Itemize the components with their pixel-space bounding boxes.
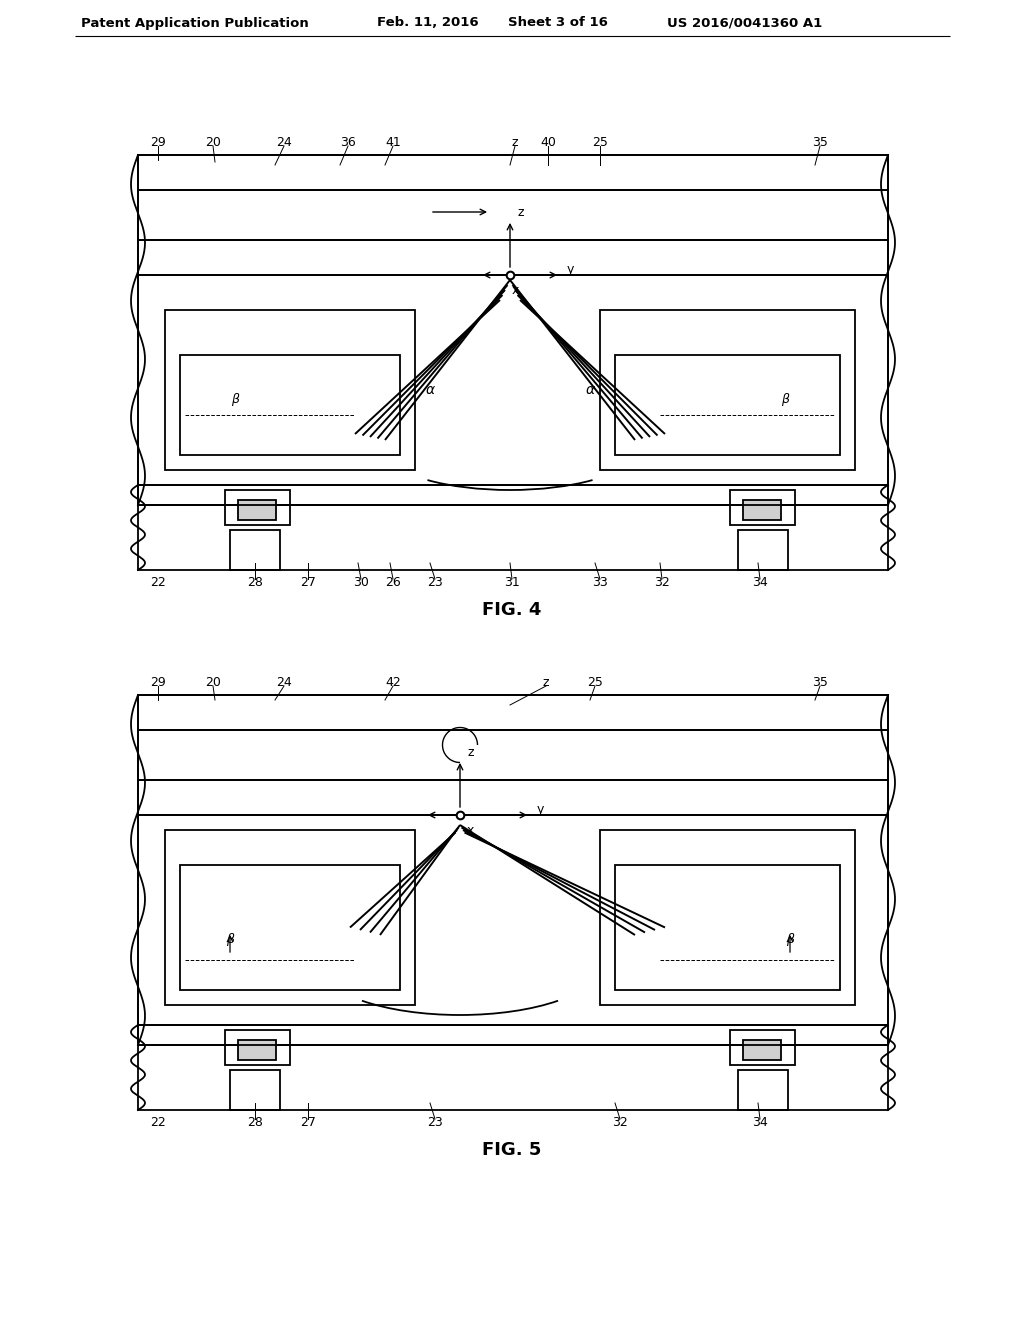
Bar (138, 275, 888, 484)
Bar (730, 1030, 795, 1065)
Text: 31: 31 (504, 577, 520, 590)
Bar (238, 500, 276, 520)
Bar (738, 1071, 788, 1110)
Bar (743, 500, 781, 520)
Bar (230, 1071, 280, 1110)
Text: 25: 25 (592, 136, 608, 149)
Text: x: x (511, 284, 519, 297)
Text: 20: 20 (205, 136, 221, 149)
Text: 28: 28 (247, 1117, 263, 1130)
Text: US 2016/0041360 A1: US 2016/0041360 A1 (668, 16, 822, 29)
Text: 26: 26 (385, 577, 400, 590)
Bar (230, 531, 280, 570)
Text: 22: 22 (151, 577, 166, 590)
Bar (138, 730, 888, 780)
Text: Feb. 11, 2016: Feb. 11, 2016 (377, 16, 479, 29)
Text: 32: 32 (612, 1117, 628, 1130)
Bar (615, 355, 840, 455)
Text: z: z (512, 136, 518, 149)
Text: 20: 20 (205, 676, 221, 689)
Bar (138, 190, 888, 240)
Text: β: β (226, 933, 234, 946)
Text: β: β (781, 393, 790, 407)
Text: 35: 35 (812, 676, 828, 689)
Bar (138, 1045, 888, 1110)
Text: 24: 24 (276, 676, 292, 689)
Bar (138, 814, 888, 1026)
Text: x: x (466, 824, 474, 837)
Text: Sheet 3 of 16: Sheet 3 of 16 (508, 16, 608, 29)
Text: Patent Application Publication: Patent Application Publication (81, 16, 309, 29)
Bar (225, 1030, 290, 1065)
Text: 42: 42 (385, 676, 400, 689)
Text: β: β (231, 393, 239, 407)
Text: 29: 29 (151, 676, 166, 689)
Text: 34: 34 (752, 577, 768, 590)
Bar (165, 310, 415, 470)
Bar (615, 865, 840, 990)
Text: FIG. 4: FIG. 4 (482, 601, 542, 619)
Bar (138, 1026, 888, 1045)
Text: 35: 35 (812, 136, 828, 149)
Text: 40: 40 (540, 136, 556, 149)
Text: z: z (518, 206, 524, 219)
Bar (738, 531, 788, 570)
Text: 25: 25 (587, 676, 603, 689)
Text: 23: 23 (427, 1117, 442, 1130)
Bar (730, 490, 795, 525)
Text: 32: 32 (654, 577, 670, 590)
Text: 36: 36 (340, 136, 356, 149)
Text: 24: 24 (276, 136, 292, 149)
Text: y: y (566, 264, 573, 276)
Text: 30: 30 (353, 577, 369, 590)
Text: α: α (586, 383, 595, 397)
Text: 33: 33 (592, 577, 608, 590)
Text: z: z (468, 746, 474, 759)
Text: 34: 34 (752, 1117, 768, 1130)
Text: y: y (537, 804, 544, 817)
Bar (600, 310, 855, 470)
Text: 28: 28 (247, 577, 263, 590)
Bar (743, 1040, 781, 1060)
Text: 41: 41 (385, 136, 400, 149)
Bar (138, 506, 888, 570)
Text: 29: 29 (151, 136, 166, 149)
Bar (138, 154, 888, 506)
Bar (138, 696, 888, 730)
Bar (165, 830, 415, 1005)
Bar (180, 355, 400, 455)
Text: z: z (543, 676, 549, 689)
Bar (600, 830, 855, 1005)
Text: 23: 23 (427, 577, 442, 590)
Text: FIG. 5: FIG. 5 (482, 1140, 542, 1159)
Text: 22: 22 (151, 1117, 166, 1130)
Text: 27: 27 (300, 577, 316, 590)
Bar (138, 696, 888, 1045)
Text: α: α (425, 383, 434, 397)
Bar (225, 490, 290, 525)
Text: β: β (786, 933, 794, 946)
Bar (138, 780, 888, 814)
Bar (138, 484, 888, 506)
Text: 27: 27 (300, 1117, 316, 1130)
Bar (238, 1040, 276, 1060)
Bar (180, 865, 400, 990)
Bar (138, 240, 888, 275)
Bar (138, 154, 888, 190)
